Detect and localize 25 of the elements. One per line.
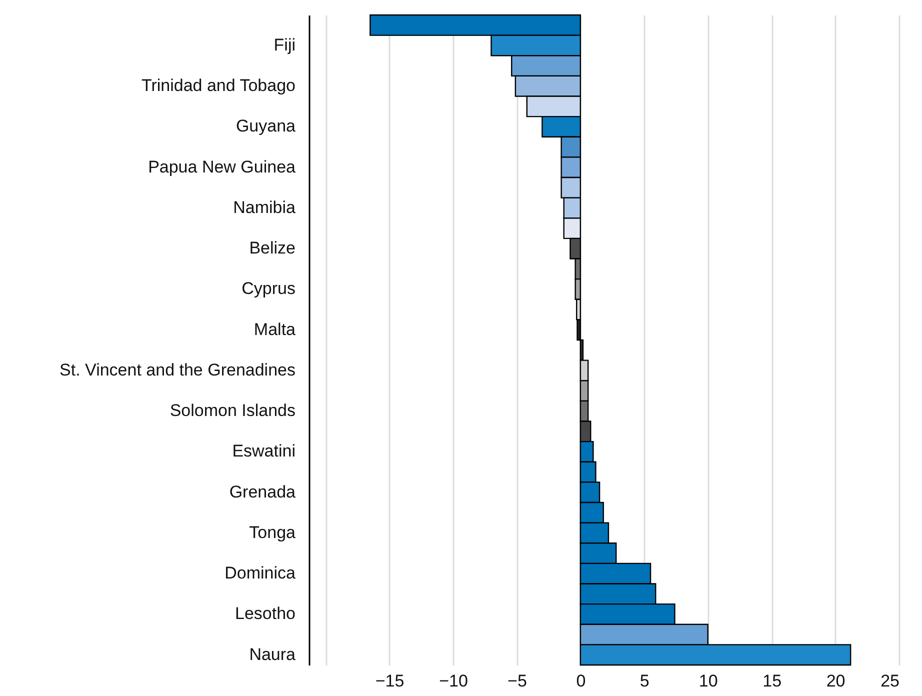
x-tick-label: −5 [508, 672, 527, 690]
x-tick-label: 25 [880, 672, 900, 690]
y-tick-label: Malta [254, 320, 296, 339]
y-tick-label: Dominica [224, 564, 296, 583]
x-tick-label: 0 [576, 672, 586, 690]
y-tick-label: Papua New Guinea [148, 157, 296, 176]
x-tick-label: −15 [375, 672, 404, 690]
y-tick-label: Trinidad and Tobago [141, 76, 296, 96]
y-tick-label: Grenada [229, 482, 296, 502]
y-tick-label: Guyana [236, 116, 296, 136]
x-tick-label: 10 [698, 672, 718, 690]
x-tick-label: −10 [439, 672, 468, 690]
y-tick-label: St. Vincent and the Grenadines [60, 360, 296, 380]
y-tick-label: Naura [249, 644, 296, 664]
y-tick-label: Tonga [249, 522, 296, 542]
x-tick-label: 20 [826, 672, 846, 690]
y-tick-label: Belize [249, 238, 296, 258]
y-tick-label: Solomon Islands [170, 401, 296, 420]
y-tick-label: Cyprus [242, 279, 296, 298]
y-tick-label: Namibia [233, 198, 296, 217]
y-tick-label: Eswatini [232, 442, 296, 461]
y-tick-label: Lesotho [235, 604, 296, 624]
x-tick-label: 15 [762, 672, 782, 690]
x-tick-label: 5 [640, 672, 650, 690]
y-tick-label: Fiji [274, 35, 296, 54]
